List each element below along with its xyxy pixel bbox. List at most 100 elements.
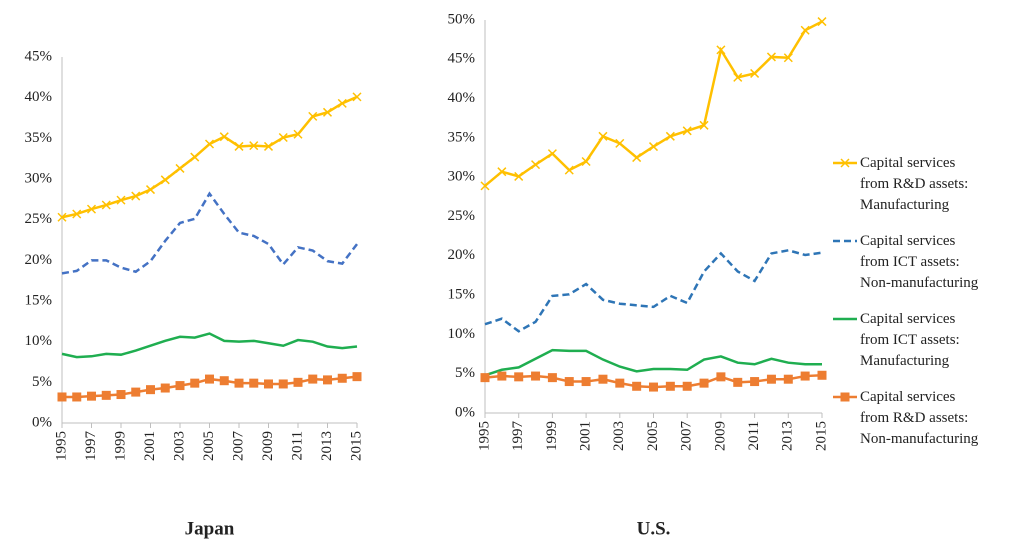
series-line (484, 348, 822, 377)
y-tick-label: 35% (25, 130, 53, 146)
series-line (61, 95, 358, 219)
marker (783, 53, 793, 63)
marker (632, 381, 642, 391)
y-tick-label: 5% (32, 374, 52, 390)
y-tick-label: 10% (448, 326, 476, 342)
marker (750, 377, 760, 387)
marker (249, 141, 259, 151)
marker (278, 379, 288, 389)
x-tick-label: 2005 (201, 431, 217, 461)
marker (337, 98, 347, 108)
legend-marker (840, 158, 850, 168)
marker (497, 371, 507, 381)
marker (665, 131, 675, 141)
y-tick-label: 5% (455, 365, 475, 381)
series-line (484, 249, 823, 333)
marker (531, 160, 541, 170)
marker (817, 370, 827, 380)
marker (57, 212, 67, 222)
legend-label: Capital services from R&D assets: Manufa… (860, 155, 969, 213)
y-tick-label: 25% (25, 211, 53, 227)
legend-label: Capital services from ICT assets: Non-ma… (860, 233, 979, 291)
y-tick-label: 20% (448, 247, 476, 263)
marker (733, 377, 743, 387)
marker (352, 92, 362, 102)
y-tick-label: 25% (448, 208, 476, 224)
x-tick-label: 2005 (645, 421, 661, 451)
y-tick-label: 40% (25, 89, 53, 105)
marker (293, 129, 303, 139)
marker (564, 377, 574, 387)
x-tick-label: 2001 (578, 421, 594, 451)
x-tick-label: 2007 (230, 431, 246, 462)
marker (716, 45, 726, 55)
x-tick-label: 1997 (510, 421, 526, 452)
marker (800, 371, 810, 381)
x-tick-label: 1995 (53, 431, 69, 461)
marker (766, 374, 776, 384)
marker (263, 141, 274, 151)
marker (160, 383, 170, 393)
marker (682, 126, 692, 136)
marker (337, 373, 347, 383)
marker (665, 381, 675, 391)
marker (514, 171, 524, 181)
marker (190, 378, 200, 388)
marker (531, 371, 541, 381)
legend-label: Capital services from ICT assets: Manufa… (860, 311, 960, 369)
marker (682, 381, 692, 391)
marker (278, 132, 288, 143)
marker (581, 377, 591, 387)
marker (352, 372, 362, 382)
marker (101, 390, 111, 400)
marker (308, 111, 318, 121)
marker (234, 378, 244, 388)
marker (160, 175, 170, 185)
marker (547, 373, 557, 383)
x-tick-label: 1999 (112, 431, 128, 461)
marker (581, 156, 591, 167)
marker (323, 375, 332, 385)
y-tick-label: 15% (25, 292, 53, 308)
marker (293, 377, 303, 387)
marker (234, 141, 244, 151)
marker (783, 374, 793, 384)
marker (131, 191, 141, 201)
y-tick-label: 30% (448, 169, 476, 185)
y-tick-label: 20% (25, 252, 53, 268)
y-tick-label: 15% (448, 287, 476, 303)
marker (547, 149, 557, 159)
x-tick-label: 1995 (476, 421, 492, 451)
x-tick-label: 2009 (712, 421, 728, 451)
marker (632, 153, 642, 163)
legend-label: Capital services from R&D assets: Non-ma… (860, 389, 979, 447)
x-tick-label: 2015 (348, 431, 364, 461)
marker (817, 17, 827, 27)
marker (219, 376, 229, 386)
marker (116, 390, 126, 400)
y-tick-label: 50% (448, 11, 476, 27)
series-line (484, 20, 823, 187)
marker (57, 392, 67, 402)
marker (716, 372, 726, 382)
x-tick-label: 2013 (780, 421, 796, 451)
y-tick-label: 10% (25, 333, 53, 349)
chart-title: Japan (185, 518, 235, 539)
marker (699, 378, 709, 388)
marker (564, 165, 574, 175)
marker (87, 391, 96, 401)
marker (699, 120, 709, 130)
x-tick-label: 2011 (289, 431, 305, 460)
marker (101, 200, 111, 210)
x-tick-label: 1997 (83, 431, 99, 462)
marker (72, 209, 82, 219)
marker (204, 139, 215, 149)
marker (480, 181, 490, 191)
marker (116, 195, 126, 205)
marker (72, 392, 82, 402)
x-tick-label: 2003 (171, 431, 187, 461)
marker (649, 382, 658, 392)
marker (648, 142, 659, 152)
marker (615, 138, 625, 148)
